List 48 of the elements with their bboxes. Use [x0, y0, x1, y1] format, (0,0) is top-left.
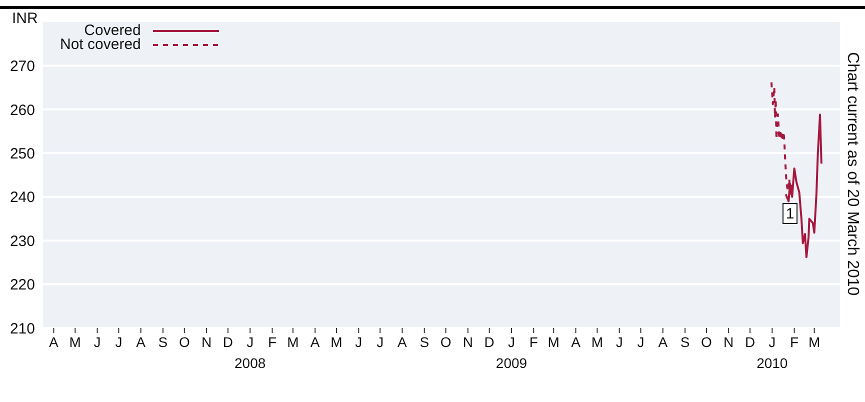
x-tick-label: J 2008	[234, 334, 266, 371]
x-tick-label: M	[808, 334, 820, 350]
x-tick-label: J 2009	[496, 334, 528, 371]
x-tick-label: J	[376, 334, 384, 350]
annotation: 1	[786, 205, 794, 222]
x-tick-label: D	[484, 334, 494, 350]
y-tick-label: 210	[10, 320, 35, 338]
text: Chart current as of 20 March 2010	[843, 52, 861, 296]
x-tick-label: S	[420, 334, 430, 350]
y-tick-label: 270	[10, 58, 35, 76]
x-tick-label: D	[222, 334, 234, 350]
x-tick-label: J	[355, 334, 362, 350]
y-tick-label: 240	[10, 189, 35, 206]
x-tick-label: A	[136, 334, 146, 350]
x-tick-label: M	[591, 334, 604, 350]
x-tick-label: M	[330, 334, 342, 350]
legend-label: Covered	[84, 22, 141, 39]
x-tick-label: N	[462, 334, 473, 350]
x-tick-label: D	[744, 334, 756, 350]
y-tick-label: 230	[10, 232, 35, 250]
x-tick-label: N	[724, 334, 734, 350]
x-tick-label: J	[616, 334, 623, 350]
x-tick-label: A	[571, 334, 582, 350]
x-tick-label: F	[790, 334, 799, 350]
x-tick-label: M	[287, 334, 299, 350]
x-tick-label: O	[440, 334, 452, 350]
x-tick-label: A	[398, 334, 408, 350]
x-tick-label: A	[658, 334, 668, 350]
x-tick-label: S	[158, 334, 168, 350]
x-tick-label: O	[178, 334, 190, 350]
x-tick-label: J	[94, 334, 101, 350]
x-tick-label: J	[115, 334, 122, 350]
x-tick-label: A	[310, 334, 320, 350]
x-tick-label: J 2010	[756, 334, 788, 371]
x-tick-label: O	[701, 334, 712, 350]
x-tick-label: M	[548, 334, 560, 350]
x-tick-label: M	[69, 334, 81, 350]
x-tick-label: S	[680, 334, 690, 350]
x-tick-label: F	[529, 334, 538, 350]
x-tick-label: A	[49, 334, 60, 350]
y-tick-label: 220	[10, 276, 35, 294]
x-tick-label: N	[201, 334, 212, 350]
x-tick-label: J	[637, 334, 644, 350]
legend-label: Not covered	[60, 36, 141, 53]
y-axis-title: INR	[12, 10, 38, 27]
x-tick-label: F	[268, 334, 277, 350]
y-tick-label: 260	[10, 102, 35, 119]
y-tick-label: 250	[10, 145, 35, 162]
